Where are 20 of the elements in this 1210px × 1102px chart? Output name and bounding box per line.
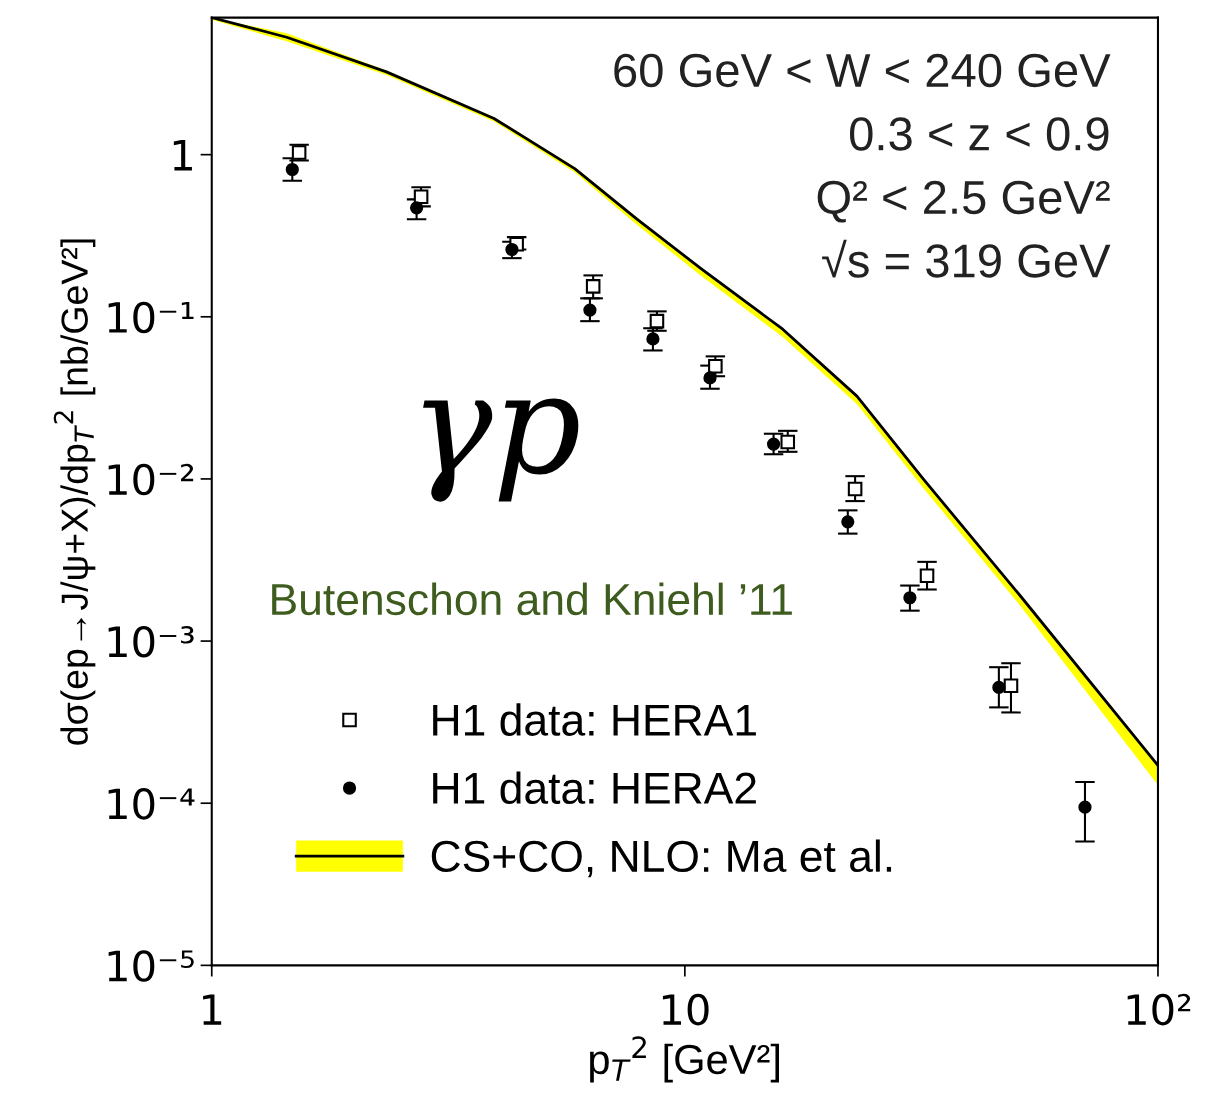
legend-label: H1 data: HERA1	[433, 703, 756, 736]
annotation: √s = 319 GeV	[822, 239, 1111, 278]
x-axis-title: p$_{T}$$^{2}$ [GeV²]	[590, 1036, 779, 1083]
annotation: γp	[423, 398, 579, 502]
y-tick-label: 10⁻¹	[108, 301, 194, 334]
annotation: Butenschon and Kniehl ’11	[272, 582, 792, 616]
x-tick-label: 10²	[1127, 993, 1191, 1026]
y-tick-label: 10⁻³	[108, 625, 194, 658]
legend-label: H1 data: HERA2	[433, 771, 756, 805]
y-tick-label: 10⁻⁴	[108, 788, 195, 820]
annotation: 60 GeV < W < 240 GeV	[614, 53, 1111, 88]
x-tick-label: 10	[662, 993, 709, 1026]
y-axis-title: dσ(ep→J/ψ+X)/dp$_{T}$$^{2}$ [nb/GeV²]	[53, 239, 96, 745]
y-tick-label: 1	[173, 140, 192, 171]
legend-label: CS+CO, NLO: Ma et al.	[431, 839, 892, 878]
x-tick-label: 1	[203, 994, 222, 1025]
annotation: 0.3 < z < 0.9	[849, 117, 1109, 151]
y-tick-label: 10⁻⁵	[108, 950, 194, 982]
y-tick-label: 10⁻²	[108, 463, 194, 496]
annotation: Q² < 2.5 GeV²	[817, 180, 1110, 223]
